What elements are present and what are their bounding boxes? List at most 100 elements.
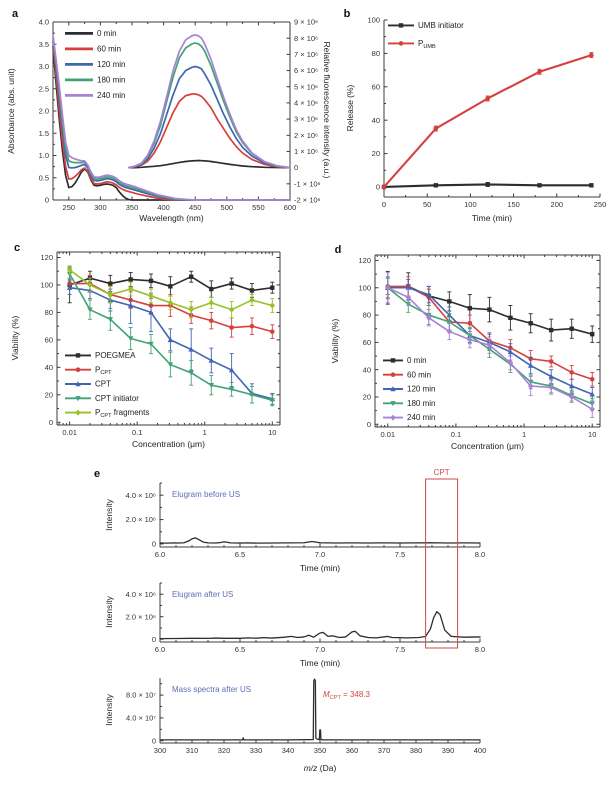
x-tick-label: 0 — [382, 200, 386, 209]
x-tick-label: 6.0 — [155, 550, 165, 559]
x-tick-label: 200 — [551, 200, 564, 209]
marker-triangle-up — [426, 291, 432, 297]
x-tick-label: 7.0 — [315, 550, 325, 559]
marker-triangle-up — [127, 302, 134, 308]
x-tick-label: 0.1 — [451, 430, 461, 439]
series-0-min-fluorescence-10- — [127, 159, 291, 169]
marker-square — [188, 274, 194, 279]
x-tick-label: 10 — [588, 430, 596, 439]
marker-diamond — [208, 299, 214, 306]
series-line — [382, 54, 593, 189]
series-elugram-before-us-10- — [159, 537, 481, 544]
x-tick-label: 330 — [250, 746, 263, 755]
axes-e1: 6.0 6.5 7.0 7.5 8.0 4.0 × 10⁶ 2.0 × 10⁶ 0 — [126, 482, 485, 559]
y2-tick-label: 8 × 10⁶ — [294, 34, 318, 43]
y2-tick-label: 4 × 10⁶ — [294, 99, 318, 108]
legend-label: 240 min — [97, 91, 125, 100]
y-tick-label: 20 — [372, 149, 380, 158]
series-cpt-initiator — [66, 268, 276, 407]
marker-triangle-down — [127, 336, 134, 342]
marker-circle — [381, 184, 387, 190]
x-tick-label: 7.0 — [315, 645, 325, 654]
y-tick-label: 80 — [363, 311, 371, 320]
marker-diamond — [527, 383, 534, 390]
y-tick-label: 2.0 × 10⁶ — [126, 515, 156, 524]
y2-tick-label: 7 × 10⁶ — [294, 50, 318, 59]
marker-square — [398, 23, 404, 28]
x-tick-label: 300 — [154, 746, 167, 755]
legend-label: 180 min — [407, 399, 435, 408]
annotation-text: Mass spectra after US — [172, 685, 251, 694]
series-240-min — [385, 272, 595, 418]
marker-triangle-down — [75, 396, 81, 402]
series-line — [159, 678, 481, 741]
marker-triangle-up — [527, 362, 534, 368]
legend-d: 0 min 60 min 120 min 180 min 240 min — [383, 356, 435, 422]
legend-label: CPT initiator — [95, 394, 139, 403]
y2-axis-label: Relative fluorescence intensity (a.u.) — [322, 41, 332, 178]
marker-square — [270, 285, 275, 290]
panel-letter: e — [94, 468, 100, 480]
y-tick-label: 2.0 × 10⁶ — [126, 612, 156, 621]
legend-label: PCPT — [95, 365, 112, 376]
y2-tick-label: 2 × 10⁶ — [294, 131, 318, 140]
annotation-text: Elugram after US — [172, 590, 233, 599]
y2-tick-label: 0 — [294, 163, 298, 172]
y-axis-label: Intensity — [104, 595, 114, 627]
annotation-text: MCPT = 348.3 — [323, 690, 371, 701]
axes-e2: 6.0 6.5 7.0 7.5 8.0 4.0 × 10⁶ 2.0 × 10⁶ 0 — [126, 582, 485, 654]
marker-square — [209, 286, 214, 292]
x-tick-label: 0.01 — [62, 428, 77, 437]
x-tick-label: 370 — [378, 746, 391, 755]
x-axis-label: Time (min) — [472, 213, 512, 223]
marker-square — [485, 182, 490, 187]
marker-square — [508, 315, 513, 320]
x-tick-label: 1 — [203, 428, 207, 437]
y-tick-label: 4.0 — [39, 18, 49, 27]
y-axis-label: Absorbance (abs. unit) — [6, 68, 16, 154]
axes-d: 0.01 0.1 1 10 120 100 80 60 40 20 0 — [358, 254, 601, 439]
legend-label: 240 min — [407, 413, 435, 422]
legend-label: PCPT fragments — [95, 408, 149, 419]
y-tick-label: 2.5 — [39, 84, 49, 93]
y2-tick-label: 6 × 10⁶ — [294, 66, 318, 75]
marker-diamond — [569, 393, 575, 400]
marker-triangle-up — [75, 381, 81, 387]
y-tick-label: 60 — [372, 82, 380, 91]
x-axis-label: Wavelength (nm) — [139, 213, 204, 223]
marker-square — [548, 327, 554, 333]
marker-circle — [390, 372, 396, 378]
panel-e3: 300 310 320 330 340 350 360 370 380 390 400 8.0 × 1… — [104, 678, 486, 773]
panel-d: 0.01 0.1 1 10 120 100 80 60 40 20 0 Concentration (… — [330, 244, 601, 451]
marker-diamond — [486, 342, 493, 349]
x-tick-label: 7.5 — [395, 550, 405, 559]
series-240-min-fluorescence-10- — [127, 34, 291, 169]
marker-square — [108, 281, 113, 286]
y2-tick-label: 5 × 10⁶ — [294, 82, 318, 91]
x-tick-label: 250 — [594, 200, 607, 209]
marker-diamond — [390, 414, 396, 421]
marker-diamond — [148, 292, 154, 299]
marker-circle — [548, 359, 554, 364]
x-tick-label: 50 — [423, 200, 431, 209]
y-axis-label: Viability (%) — [330, 318, 340, 363]
y-tick-label: 80 — [45, 308, 53, 317]
legend-label: 180 min — [97, 76, 125, 85]
marker-triangle-up — [228, 367, 235, 373]
axes-c: 0.01 0.1 1 10 120 100 80 60 40 20 0 — [40, 251, 281, 437]
legend-label: 120 min — [407, 385, 435, 394]
x-tick-label: 100 — [464, 200, 477, 209]
marker-diamond — [188, 306, 194, 313]
y-tick-label: 0 — [45, 196, 49, 205]
marker-triangle-down — [107, 317, 114, 323]
legend-label: 120 min — [97, 60, 125, 69]
marker-diamond — [66, 266, 73, 273]
marker-triangle-down — [188, 370, 194, 376]
marker-diamond — [548, 384, 554, 391]
marker-diamond — [87, 281, 93, 288]
x-tick-label: 300 — [94, 203, 107, 212]
y-tick-label: 0 — [49, 418, 53, 427]
y-tick-label: 8.0 × 10⁷ — [126, 691, 156, 700]
